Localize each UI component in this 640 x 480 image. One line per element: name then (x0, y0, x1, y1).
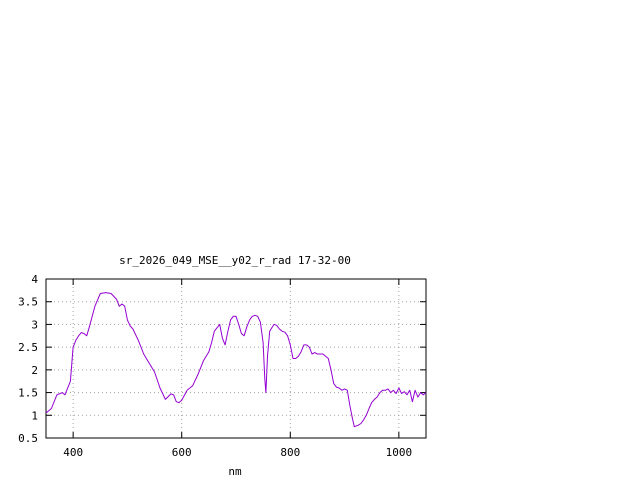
y-tick-label: 1 (31, 409, 38, 422)
x-tick-label: 400 (63, 446, 83, 459)
y-tick-label: 1.5 (18, 387, 38, 400)
y-tick-label: 3 (31, 318, 38, 331)
chart-title: sr_2026_049_MSE__y02_r_rad 17-32-00 (119, 254, 351, 267)
x-tick-labels: 400 600 800 1000 (63, 446, 412, 459)
ticks (46, 278, 426, 439)
y-tick-label: 0.5 (18, 432, 38, 445)
y-tick-label: 2.5 (18, 341, 38, 354)
x-tick-label: 1000 (386, 446, 413, 459)
x-axis-label: nm (228, 465, 242, 478)
series-group (45, 292, 427, 428)
grid (46, 279, 426, 438)
series-line (45, 292, 427, 428)
y-tick-label: 4 (31, 273, 38, 286)
plot-frame (45, 278, 427, 439)
x-tick-label: 600 (172, 446, 192, 459)
y-tick-label: 3.5 (18, 296, 38, 309)
x-tick-label: 800 (280, 446, 300, 459)
y-tick-label: 2 (31, 364, 38, 377)
y-tick-labels: 0.5 1 1.5 2 2.5 3 3.5 4 (18, 273, 38, 445)
